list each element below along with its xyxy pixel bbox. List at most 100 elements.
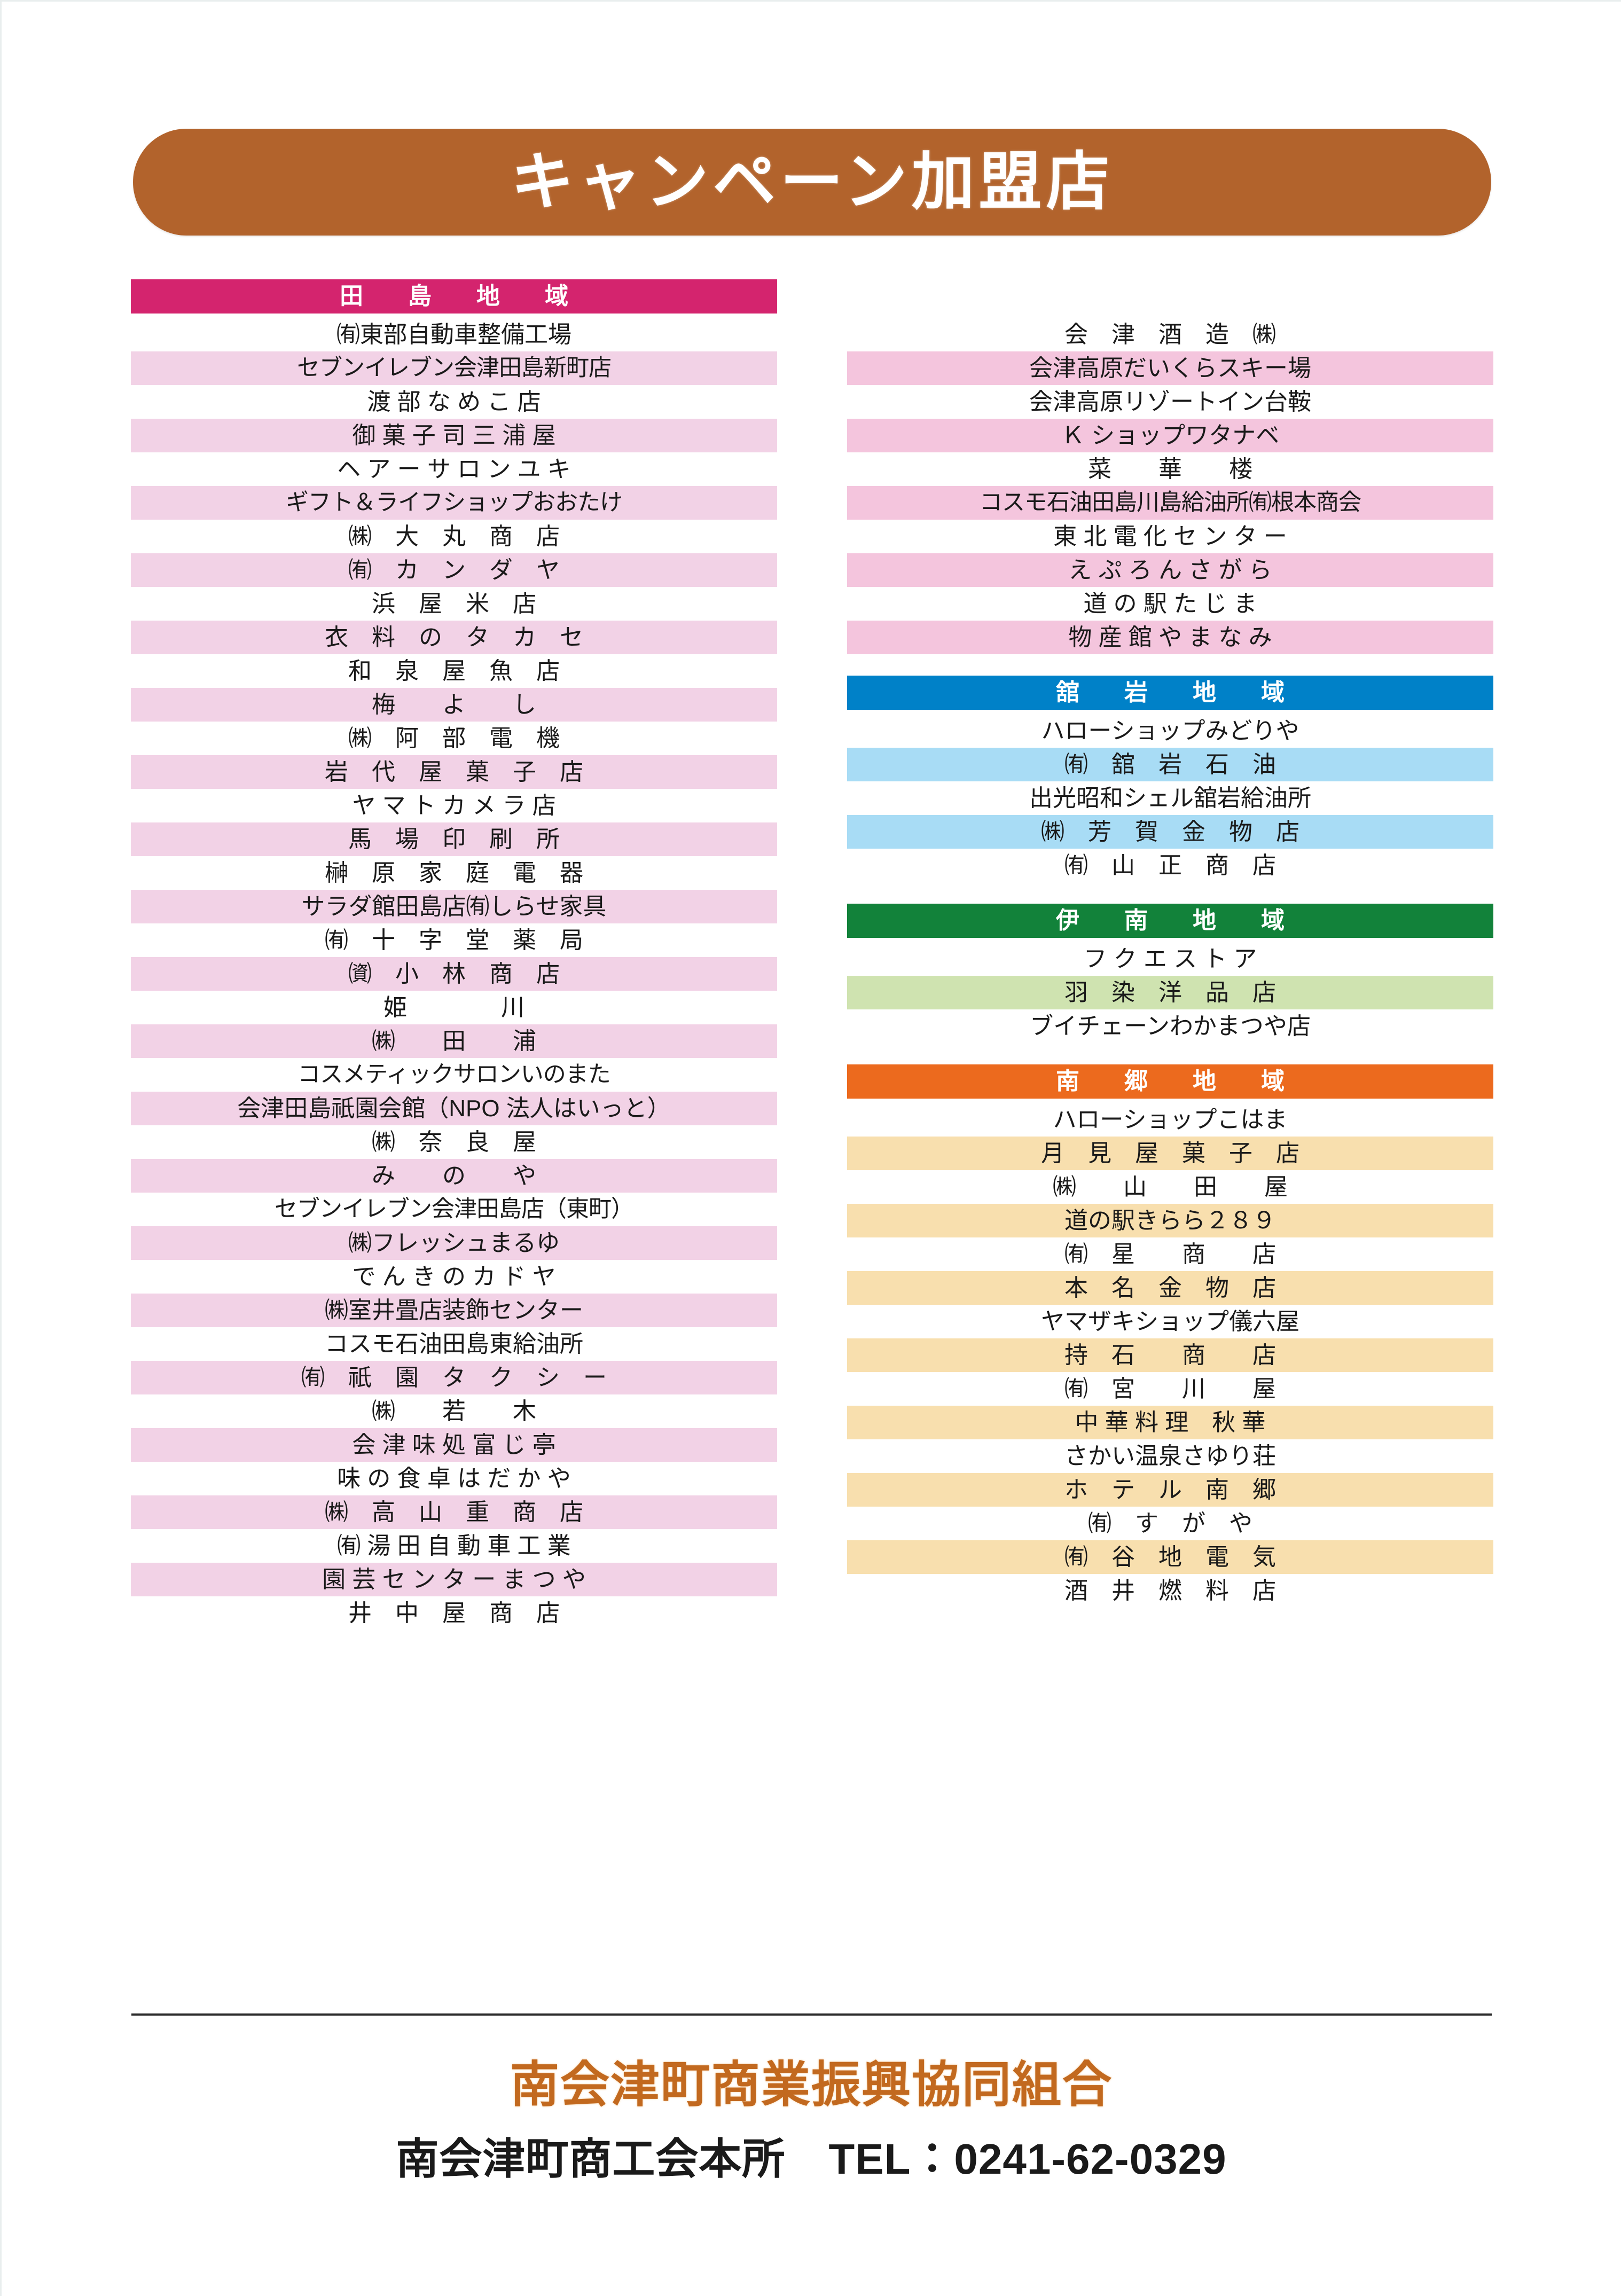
store-row: セブンイレブン会津田島店（東町） (131, 1193, 777, 1226)
store-row: ㈲ 星 商 店 (847, 1237, 1493, 1271)
store-row: サラダ館田島店㈲しらせ家具 (131, 890, 777, 923)
section-header-tajima: 田 島 地 域 (131, 279, 777, 314)
store-name: 道の駅きらら２８９ (1064, 1207, 1276, 1234)
store-row: ㈱ 奈 良 屋 (131, 1125, 777, 1159)
footer-divider (131, 2013, 1492, 2016)
store-row: 本 名 金 物 店 (847, 1271, 1493, 1305)
store-name: ㈲ 十 字 堂 薬 局 (325, 927, 583, 953)
store-row: 会津高原リゾートイン台鞍 (847, 385, 1493, 419)
store-row: 井 中 屋 商 店 (131, 1596, 777, 1630)
store-row: ヘ ア ー サ ロ ン ユ キ (131, 452, 777, 486)
store-row: ㈾ 小 林 商 店 (131, 957, 777, 991)
store-row: 物 産 館 や ま な み (847, 621, 1493, 654)
store-row: ㈱ 高 山 重 商 店 (131, 1495, 777, 1529)
store-name: ヤマザキショップ儀六屋 (1041, 1308, 1299, 1335)
store-row: 酒 井 燃 料 店 (847, 1574, 1493, 1608)
store-name: み の や (372, 1162, 536, 1189)
right-column: 会 津 酒 造 ㈱会津高原だいくらスキー場 会津高原リゾートイン台鞍 Ｋ ショップワ… (847, 279, 1493, 1608)
store-name: コスモ石油田島東給油所 (325, 1330, 583, 1357)
store-name: さかい温泉さゆり荘 (1064, 1443, 1276, 1469)
store-name: ㈱ 山 田 屋 (1053, 1173, 1288, 1200)
store-name: 酒 井 燃 料 店 (1064, 1577, 1276, 1604)
store-row: ホ テ ル 南 郷 (847, 1473, 1493, 1507)
section-inan: 伊 南 地 域フ ク エ ス ト ア羽 染 洋 品 店ブイチェーンわかまつや店 (847, 904, 1493, 1043)
store-name: サラダ館田島店㈲しらせ家具 (301, 893, 607, 920)
store-row: ㈲ 谷 地 電 気 (847, 1540, 1493, 1574)
store-name: 浜 屋 米 店 (372, 590, 536, 617)
store-name: ㈲ す が や (1088, 1510, 1252, 1537)
store-name: ㈾ 小 林 商 店 (348, 960, 560, 987)
store-row: ㈲ 山 正 商 店 (847, 849, 1493, 882)
section-header-tateiwa: 舘 岩 地 域 (847, 676, 1493, 710)
store-row: ㈱ 阿 部 電 機 (131, 722, 777, 755)
section-title: 南 郷 地 域 (1056, 1068, 1295, 1094)
store-row: 園 芸 セ ン タ ー ま つ や (131, 1563, 777, 1596)
store-name: ㈲ 星 商 店 (1064, 1241, 1276, 1267)
store-name: 岩 代 屋 菓 子 店 (325, 758, 583, 785)
store-name: ハローショップみどりや (1041, 717, 1299, 744)
store-row: 菜 華 楼 (847, 452, 1493, 486)
store-row: ㈲ 十 字 堂 薬 局 (131, 923, 777, 957)
section-title: 伊 南 地 域 (1056, 907, 1295, 934)
store-row: 中 華 料 理 秋 華 (847, 1406, 1493, 1439)
store-name: 月 見 屋 菓 子 店 (1041, 1140, 1299, 1166)
store-name: ㈱ 奈 良 屋 (372, 1129, 536, 1155)
store-name: 出光昭和シェル舘岩給油所 (1029, 785, 1311, 811)
store-name: ㈱ 芳 賀 金 物 店 (1041, 818, 1299, 845)
store-name: 姫 川 (383, 994, 524, 1021)
store-row: 梅 よ し (131, 688, 777, 722)
section-title: 舘 岩 地 域 (1056, 679, 1295, 706)
store-row: 東 北 電 化 セ ン タ ー (847, 520, 1493, 553)
store-name: で ん き の カ ド ヤ (352, 1263, 556, 1290)
store-row: 道の駅きらら２８９ (847, 1204, 1493, 1237)
store-row: ギフト＆ライフショップおおたけ (131, 486, 777, 520)
store-name: 菜 華 楼 (1088, 456, 1252, 482)
store-name: 会 津 酒 造 ㈱ (1064, 321, 1276, 348)
store-name: 会 津 味 処 富 じ 亭 (352, 1431, 556, 1458)
store-name: ㈲ 湯 田 自 動 車 工 業 (337, 1532, 571, 1559)
store-name: ㈱ 田 浦 (372, 1028, 536, 1054)
store-row: ㈱ 山 田 屋 (847, 1170, 1493, 1204)
section-nango: 南 郷 地 域ハローショップこはま月 見 屋 菓 子 店㈱ 山 田 屋道の駅きら… (847, 1064, 1493, 1608)
store-row: ㈲ カ ン ダ ヤ (131, 553, 777, 587)
store-row: コスモ石油田島川島給油所㈲根本商会 (847, 486, 1493, 520)
store-row: ㈱室井畳店装飾センター (131, 1294, 777, 1327)
left-column: 田 島 地 域㈲東部自動車整備工場 セブンイレブン会津田島新町店渡 部 な め こ… (131, 279, 777, 1630)
store-name: 中 華 料 理 秋 華 (1075, 1409, 1266, 1436)
store-row: ㈲ 宮 川 屋 (847, 1372, 1493, 1406)
store-name: コスモ石油田島川島給油所㈲根本商会 (980, 490, 1361, 515)
store-row: ㈲ 湯 田 自 動 車 工 業 (131, 1529, 777, 1563)
store-row: 出光昭和シェル舘岩給油所 (847, 781, 1493, 815)
store-row: セブンイレブン会津田島新町店 (131, 351, 777, 385)
store-name: ㈲ 宮 川 屋 (1064, 1375, 1276, 1402)
store-row: 和 泉 屋 魚 店 (131, 654, 777, 688)
store-row: み の や (131, 1159, 777, 1193)
store-name: セブンイレブン会津田島店（東町） (275, 1196, 634, 1222)
store-name: ㈱フレッシュまるゆ (348, 1229, 560, 1256)
store-row: で ん き の カ ド ヤ (131, 1260, 777, 1294)
store-name: 持 石 商 店 (1064, 1342, 1276, 1368)
store-name: 馬 場 印 刷 所 (348, 826, 560, 852)
store-row: 会 津 味 処 富 じ 亭 (131, 1428, 777, 1462)
store-name: 味 の 食 卓 は だ か や (337, 1465, 571, 1492)
store-name: ㈲ 舘 岩 石 油 (1064, 751, 1276, 778)
store-name: ㈲ カ ン ダ ヤ (348, 557, 560, 583)
store-row: さかい温泉さゆり荘 (847, 1439, 1493, 1473)
section-title: 田 島 地 域 (340, 283, 579, 309)
store-row: コスメティックサロンいのまた (131, 1058, 777, 1092)
store-name: ㈲ 谷 地 電 気 (1064, 1543, 1276, 1570)
store-name: 衣 料 の タ カ セ (325, 624, 583, 651)
store-name: コスメティックサロンいのまた (297, 1062, 610, 1087)
store-row: 馬 場 印 刷 所 (131, 822, 777, 856)
store-name: 物 産 館 や ま な み (1068, 624, 1272, 651)
store-row: ㈱ 若 木 (131, 1394, 777, 1428)
organization-name: 南会津町商業振興協同組合 (510, 2058, 1113, 2112)
section-header-nango: 南 郷 地 域 (847, 1064, 1493, 1099)
store-row: ㈱フレッシュまるゆ (131, 1226, 777, 1260)
store-name: フ ク エ ス ト ア (1083, 945, 1257, 972)
store-row: コスモ石油田島東給油所 (131, 1327, 777, 1361)
store-name: 羽 染 洋 品 店 (1064, 979, 1276, 1006)
store-name: ㈱ 若 木 (372, 1398, 536, 1424)
store-name: え ぷ ろ ん さ が ら (1068, 557, 1272, 583)
